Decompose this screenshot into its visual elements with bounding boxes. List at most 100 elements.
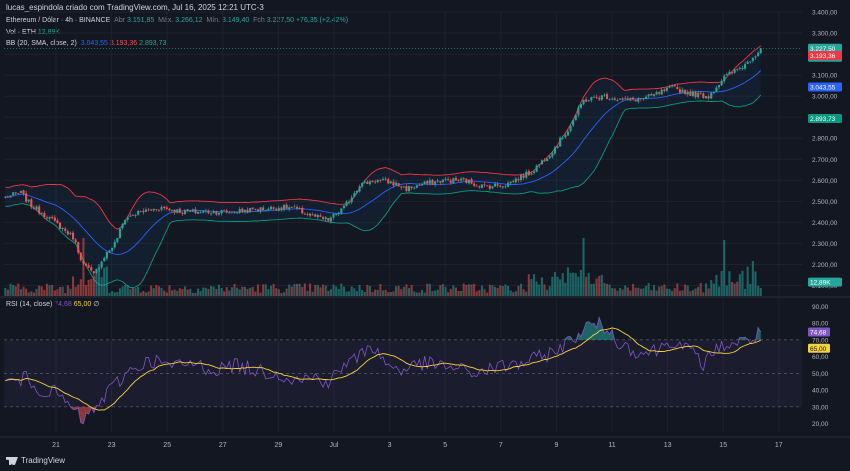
bb-label[interactable]: BB (20, SMA, close, 2) bbox=[6, 40, 77, 47]
volume-bar bbox=[379, 284, 382, 296]
volume-bar bbox=[535, 281, 538, 296]
candle-body bbox=[395, 182, 398, 186]
volume-bar bbox=[189, 288, 192, 296]
volume-bar bbox=[624, 285, 627, 296]
candle-body bbox=[275, 208, 278, 211]
volume-bar bbox=[345, 291, 348, 296]
candle-body bbox=[129, 215, 132, 217]
candle-body bbox=[45, 217, 48, 219]
candle-body bbox=[48, 217, 51, 219]
volume-bar bbox=[178, 288, 181, 296]
candle-body bbox=[694, 92, 697, 98]
candle-body bbox=[103, 257, 106, 262]
volume-label[interactable]: Vol · ETH bbox=[6, 29, 36, 36]
candle-body bbox=[632, 97, 635, 100]
volume-bar bbox=[733, 283, 736, 296]
candle-body bbox=[342, 205, 345, 208]
candle-body bbox=[499, 185, 502, 187]
volume-bar bbox=[668, 288, 671, 296]
volume-bar bbox=[473, 283, 476, 296]
volume-bar bbox=[277, 289, 280, 296]
volume-bar bbox=[470, 284, 473, 296]
volume-bar bbox=[202, 287, 205, 296]
volume-bar bbox=[108, 292, 111, 296]
candle-body bbox=[118, 228, 121, 239]
candle-body bbox=[152, 208, 155, 211]
symbol-name[interactable]: Ethereum / Dólar · 4h · BINANCE bbox=[6, 17, 111, 24]
candle-body bbox=[728, 71, 731, 75]
time-tick-label: 7 bbox=[499, 442, 503, 449]
volume-bar bbox=[126, 285, 129, 296]
volume-bar bbox=[40, 286, 43, 296]
candle-body bbox=[186, 209, 189, 212]
candle-body bbox=[322, 217, 325, 219]
volume-bar bbox=[559, 279, 562, 296]
volume-bar bbox=[465, 284, 468, 296]
volume-bar bbox=[415, 292, 418, 296]
rsi-label[interactable]: RSI (14, close) bbox=[6, 301, 53, 308]
tradingview-footer[interactable]: TradingView bbox=[6, 456, 65, 465]
volume-bar bbox=[647, 283, 650, 296]
grid-lines bbox=[0, 11, 850, 438]
volume-bar bbox=[738, 274, 741, 296]
volume-bar bbox=[374, 289, 377, 296]
volume-bar bbox=[210, 285, 213, 296]
candle-body bbox=[467, 179, 470, 184]
volume-bar bbox=[715, 275, 718, 296]
volume-bar bbox=[186, 289, 189, 296]
candle-body bbox=[400, 186, 403, 188]
volume-bar bbox=[173, 289, 176, 296]
volume-bar bbox=[642, 288, 645, 296]
candle-body bbox=[738, 67, 741, 69]
volume-bar bbox=[551, 276, 554, 296]
volume-value: 12,89K bbox=[37, 29, 61, 36]
volume-bar bbox=[395, 286, 398, 296]
candle-body bbox=[608, 99, 611, 101]
candle-body bbox=[465, 178, 468, 183]
candle-body bbox=[113, 241, 116, 248]
volume-bar bbox=[434, 290, 437, 296]
volume-bar bbox=[671, 290, 674, 296]
volume-bar bbox=[285, 288, 288, 296]
candle-body bbox=[288, 207, 291, 210]
candle-body bbox=[413, 187, 416, 189]
price-badge bbox=[808, 114, 842, 124]
price-tick-label: 2.500,00 bbox=[812, 199, 838, 206]
candle-body bbox=[319, 215, 322, 217]
candle-body bbox=[220, 210, 223, 214]
volume-bar bbox=[371, 292, 374, 296]
volume-bar bbox=[194, 292, 197, 296]
candle-body bbox=[470, 179, 473, 184]
candle-body bbox=[507, 182, 510, 187]
volume-bar bbox=[556, 276, 559, 296]
volume-bar bbox=[19, 289, 22, 296]
rsi-oversold-fill bbox=[5, 406, 761, 424]
volume-bar bbox=[639, 288, 642, 296]
candle-body bbox=[501, 186, 504, 188]
candle-body bbox=[191, 209, 194, 212]
candle-body bbox=[215, 211, 218, 215]
price-badge bbox=[808, 277, 842, 287]
candle-body bbox=[600, 95, 603, 100]
candle-body bbox=[14, 192, 17, 194]
author-line: lucas_espindola criado com TradingView.c… bbox=[6, 3, 264, 12]
high-label: Máx. bbox=[158, 17, 174, 24]
volume-bar bbox=[142, 291, 145, 296]
candle-body bbox=[134, 215, 137, 216]
volume-bar bbox=[527, 274, 530, 296]
candle-body bbox=[178, 208, 181, 213]
volume-bar bbox=[61, 286, 64, 296]
close-value: 3.227,50 bbox=[266, 17, 295, 24]
volume-bar bbox=[72, 276, 75, 296]
volume-bar bbox=[509, 290, 512, 296]
candle-body bbox=[142, 210, 145, 213]
volume-bar bbox=[243, 286, 246, 296]
volume-bar bbox=[712, 283, 715, 296]
volume-bar bbox=[116, 292, 119, 296]
candle-body bbox=[634, 99, 637, 102]
candle-body bbox=[603, 94, 606, 96]
volume-bar bbox=[400, 289, 403, 296]
candle-body bbox=[329, 217, 332, 222]
volume-bar bbox=[59, 287, 62, 296]
